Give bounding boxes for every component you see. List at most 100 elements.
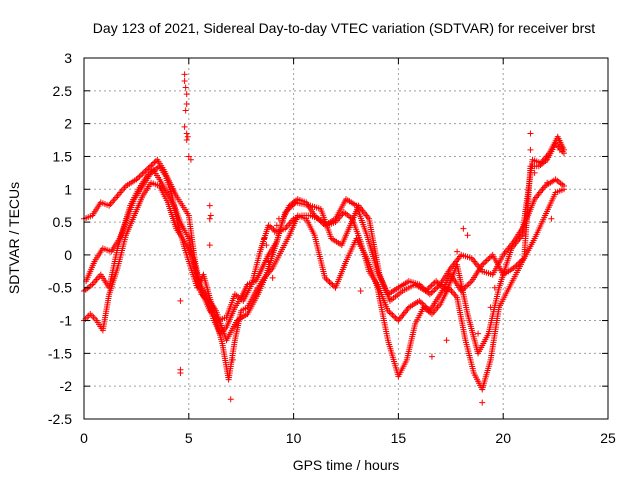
data-point xyxy=(263,242,270,249)
data-point xyxy=(518,258,525,265)
data-point xyxy=(475,330,482,337)
data-point xyxy=(527,130,534,137)
data-point xyxy=(424,286,431,293)
data-point xyxy=(183,100,190,107)
data-point xyxy=(329,281,336,288)
data-point xyxy=(427,283,434,290)
data-point xyxy=(464,232,471,239)
x-tick-label: 25 xyxy=(600,430,616,446)
data-point xyxy=(437,282,444,289)
y-tick-label: 0.5 xyxy=(53,214,73,230)
axis-ticks: 0 5 10 15 20 25 -2.5 -2 -1.5 -1 -0.5 0 0.5 1 1.5 2 2.5 3 xyxy=(48,50,616,446)
data-point xyxy=(436,280,443,287)
data-point xyxy=(229,356,236,363)
data-point xyxy=(137,172,144,179)
data-point xyxy=(467,279,474,286)
data-point xyxy=(548,215,555,222)
grid-lines xyxy=(84,58,608,419)
data-point xyxy=(151,159,158,166)
data-point xyxy=(491,284,498,291)
y-tick-label: -2.5 xyxy=(48,411,72,427)
data-point xyxy=(389,311,396,318)
data-point xyxy=(462,283,469,290)
data-point xyxy=(177,297,184,304)
data-point xyxy=(416,297,423,304)
data-point xyxy=(454,248,461,255)
data-point xyxy=(426,291,433,298)
data-point xyxy=(183,91,190,98)
data-point xyxy=(516,259,523,266)
y-tick-label: 3 xyxy=(64,50,72,66)
data-point xyxy=(286,205,293,212)
data-point xyxy=(479,261,486,268)
x-tick-label: 15 xyxy=(391,430,407,446)
data-point xyxy=(206,202,213,209)
data-point xyxy=(392,314,399,321)
data-point xyxy=(152,158,159,165)
data-point xyxy=(182,107,189,114)
data-point xyxy=(527,146,534,153)
y-tick-label: -2 xyxy=(60,378,73,394)
data-point xyxy=(142,167,149,174)
data-point xyxy=(357,288,364,295)
x-tick-label: 5 xyxy=(185,430,193,446)
data-point xyxy=(443,337,450,344)
data-point xyxy=(556,146,563,153)
data-point xyxy=(425,285,432,292)
data-point xyxy=(134,175,141,182)
y-tick-label: 0 xyxy=(64,247,72,263)
data-point xyxy=(289,202,296,209)
data-point xyxy=(419,300,426,307)
data-point xyxy=(386,309,393,316)
data-point xyxy=(510,265,517,272)
data-point xyxy=(288,203,295,210)
data-point xyxy=(185,153,192,160)
data-point xyxy=(479,399,486,406)
data-point xyxy=(512,263,519,270)
data-point xyxy=(177,370,184,377)
data-point xyxy=(483,257,490,264)
data-point xyxy=(460,225,467,232)
data-point xyxy=(430,280,437,287)
data-point xyxy=(136,173,143,180)
data-point xyxy=(428,282,435,289)
y-tick-label: -1.5 xyxy=(48,345,72,361)
x-axis-label: GPS time / hours xyxy=(293,457,400,473)
data-point xyxy=(183,130,190,137)
y-tick-label: 2 xyxy=(64,116,72,132)
data-point xyxy=(428,353,435,360)
data-point xyxy=(420,302,427,309)
data-point xyxy=(271,228,278,235)
x-tick-label: 0 xyxy=(80,430,88,446)
data-point xyxy=(283,207,290,214)
data-point xyxy=(439,283,446,290)
data-point xyxy=(227,396,234,403)
data-point xyxy=(206,242,213,249)
data-point xyxy=(480,260,487,267)
data-point xyxy=(390,313,397,320)
data-point xyxy=(261,235,268,242)
y-tick-label: 1.5 xyxy=(53,148,73,164)
data-point xyxy=(428,289,435,296)
chart-title: Day 123 of 2021, Sidereal Day-to-day VTE… xyxy=(93,20,595,36)
y-axis-label: SDTVAR / TECUs xyxy=(6,182,22,294)
data-point xyxy=(181,77,188,84)
data-point xyxy=(422,288,429,295)
data-points xyxy=(81,71,567,406)
data-point xyxy=(387,310,394,317)
data-point xyxy=(181,71,188,78)
data-point xyxy=(140,169,147,176)
data-point xyxy=(417,299,424,306)
data-point xyxy=(519,256,526,263)
y-tick-label: -0.5 xyxy=(48,280,72,296)
data-point xyxy=(326,279,333,286)
data-point xyxy=(285,206,292,213)
data-point xyxy=(515,260,522,267)
data-point xyxy=(423,304,430,311)
data-point xyxy=(181,123,188,130)
data-point xyxy=(328,280,335,287)
data-point xyxy=(432,285,439,292)
data-point xyxy=(322,274,329,281)
data-point xyxy=(184,133,191,140)
